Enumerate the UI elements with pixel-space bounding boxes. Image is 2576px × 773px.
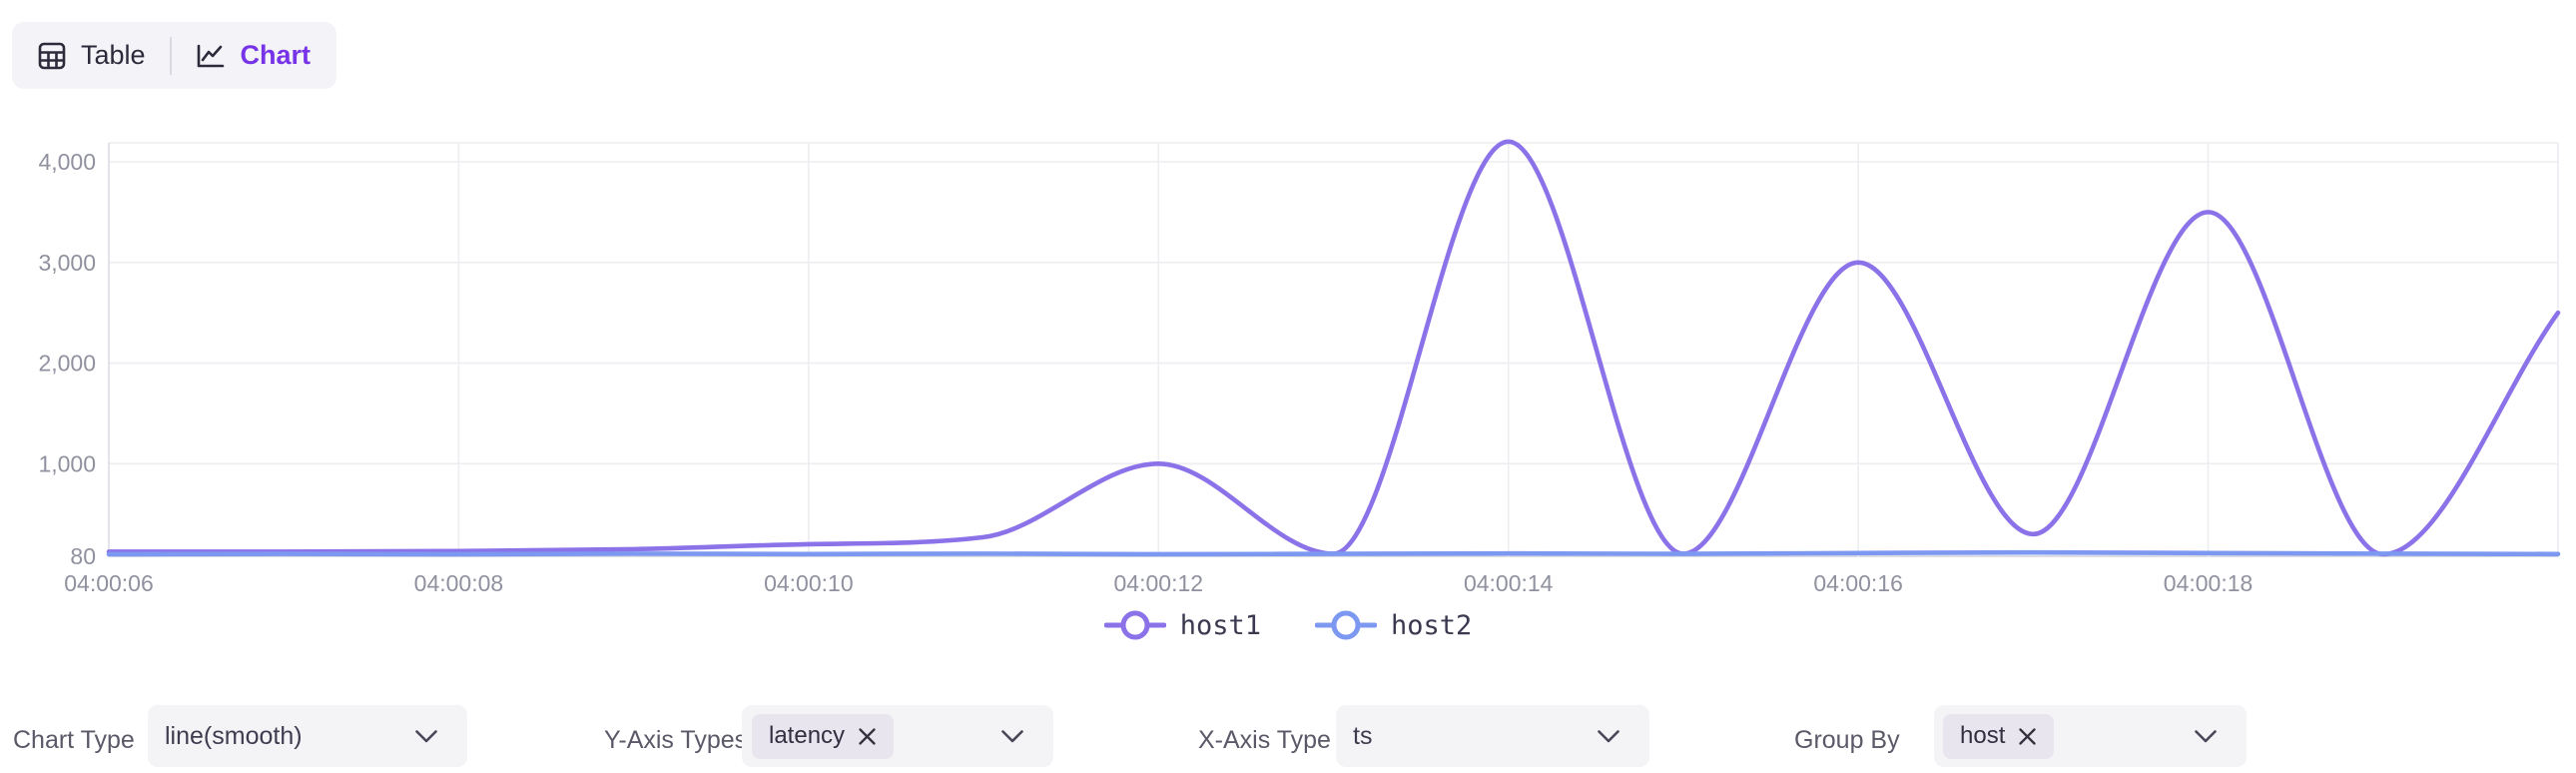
y-axis-type-tag-text: latency <box>769 722 846 749</box>
tag-remove-icon[interactable] <box>858 727 877 746</box>
chevron-down-icon <box>415 730 437 743</box>
tab-chart[interactable]: Chart <box>196 40 312 70</box>
legend-label-host2: host2 <box>1391 609 1473 641</box>
x-axis-label: 04:00:14 <box>1464 570 1554 596</box>
x-axis-type-select[interactable]: ts <box>1336 705 1649 767</box>
legend-item-host1[interactable]: host1 <box>1103 609 1261 641</box>
legend-marker-icon <box>1315 610 1377 640</box>
legend-item-host2[interactable]: host2 <box>1315 609 1472 641</box>
y-axis-type-tag: latency <box>752 713 895 759</box>
x-axis-label: 04:00:12 <box>1114 570 1204 596</box>
y-axis-label: 80 <box>70 543 96 569</box>
tab-chart-label: Chart <box>240 40 312 70</box>
x-axis-label: 04:00:16 <box>1813 570 1903 596</box>
y-axis-types-label: Y-Axis Types <box>604 726 748 754</box>
chart-type-label: Chart Type <box>13 726 135 754</box>
x-axis-label: 04:00:06 <box>64 570 154 596</box>
tab-table-label: Table <box>81 40 146 70</box>
toggle-divider <box>169 36 172 75</box>
y-axis-label: 3,000 <box>38 250 96 276</box>
chevron-down-icon <box>2195 730 2217 743</box>
view-toggle: Table Chart <box>12 22 337 89</box>
series-line-host1 <box>106 139 2561 557</box>
chart-type-select[interactable]: line(smooth) <box>148 705 467 767</box>
x-axis-label: 04:00:08 <box>414 570 504 596</box>
group-by-label: Group By <box>1794 726 1900 754</box>
series-line-host2 <box>106 549 2561 557</box>
table-icon <box>38 42 66 69</box>
y-axis-label: 4,000 <box>38 149 96 175</box>
x-axis-label: 04:00:18 <box>2164 570 2254 596</box>
chevron-down-icon <box>1001 730 1023 743</box>
x-axis-type-value: ts <box>1353 721 1373 750</box>
line-chart-icon <box>197 44 224 67</box>
chevron-down-icon <box>1598 730 1619 743</box>
tag-remove-icon[interactable] <box>2018 727 2037 746</box>
x-axis-type-label: X-Axis Type <box>1198 726 1331 754</box>
x-axis-label: 04:00:10 <box>764 570 854 596</box>
y-axis-label: 1,000 <box>38 450 96 476</box>
y-axis-label: 2,000 <box>38 351 96 377</box>
chart-legend: host1 host2 <box>0 609 2576 641</box>
tab-table[interactable]: Table <box>38 42 146 70</box>
group-by-select[interactable]: host <box>1934 705 2247 767</box>
y-axis-types-select[interactable]: latency <box>742 705 1053 767</box>
group-by-tag: host <box>1943 713 2055 759</box>
legend-marker-icon <box>1103 610 1166 640</box>
legend-label-host1: host1 <box>1179 609 1261 641</box>
line-chart: 80 1,000 2,000 3,000 4,000 04:00:06 04:00:08 04… <box>38 139 2561 596</box>
chart-type-value: line(smooth) <box>165 721 303 750</box>
group-by-tag-text: host <box>1960 722 2006 749</box>
